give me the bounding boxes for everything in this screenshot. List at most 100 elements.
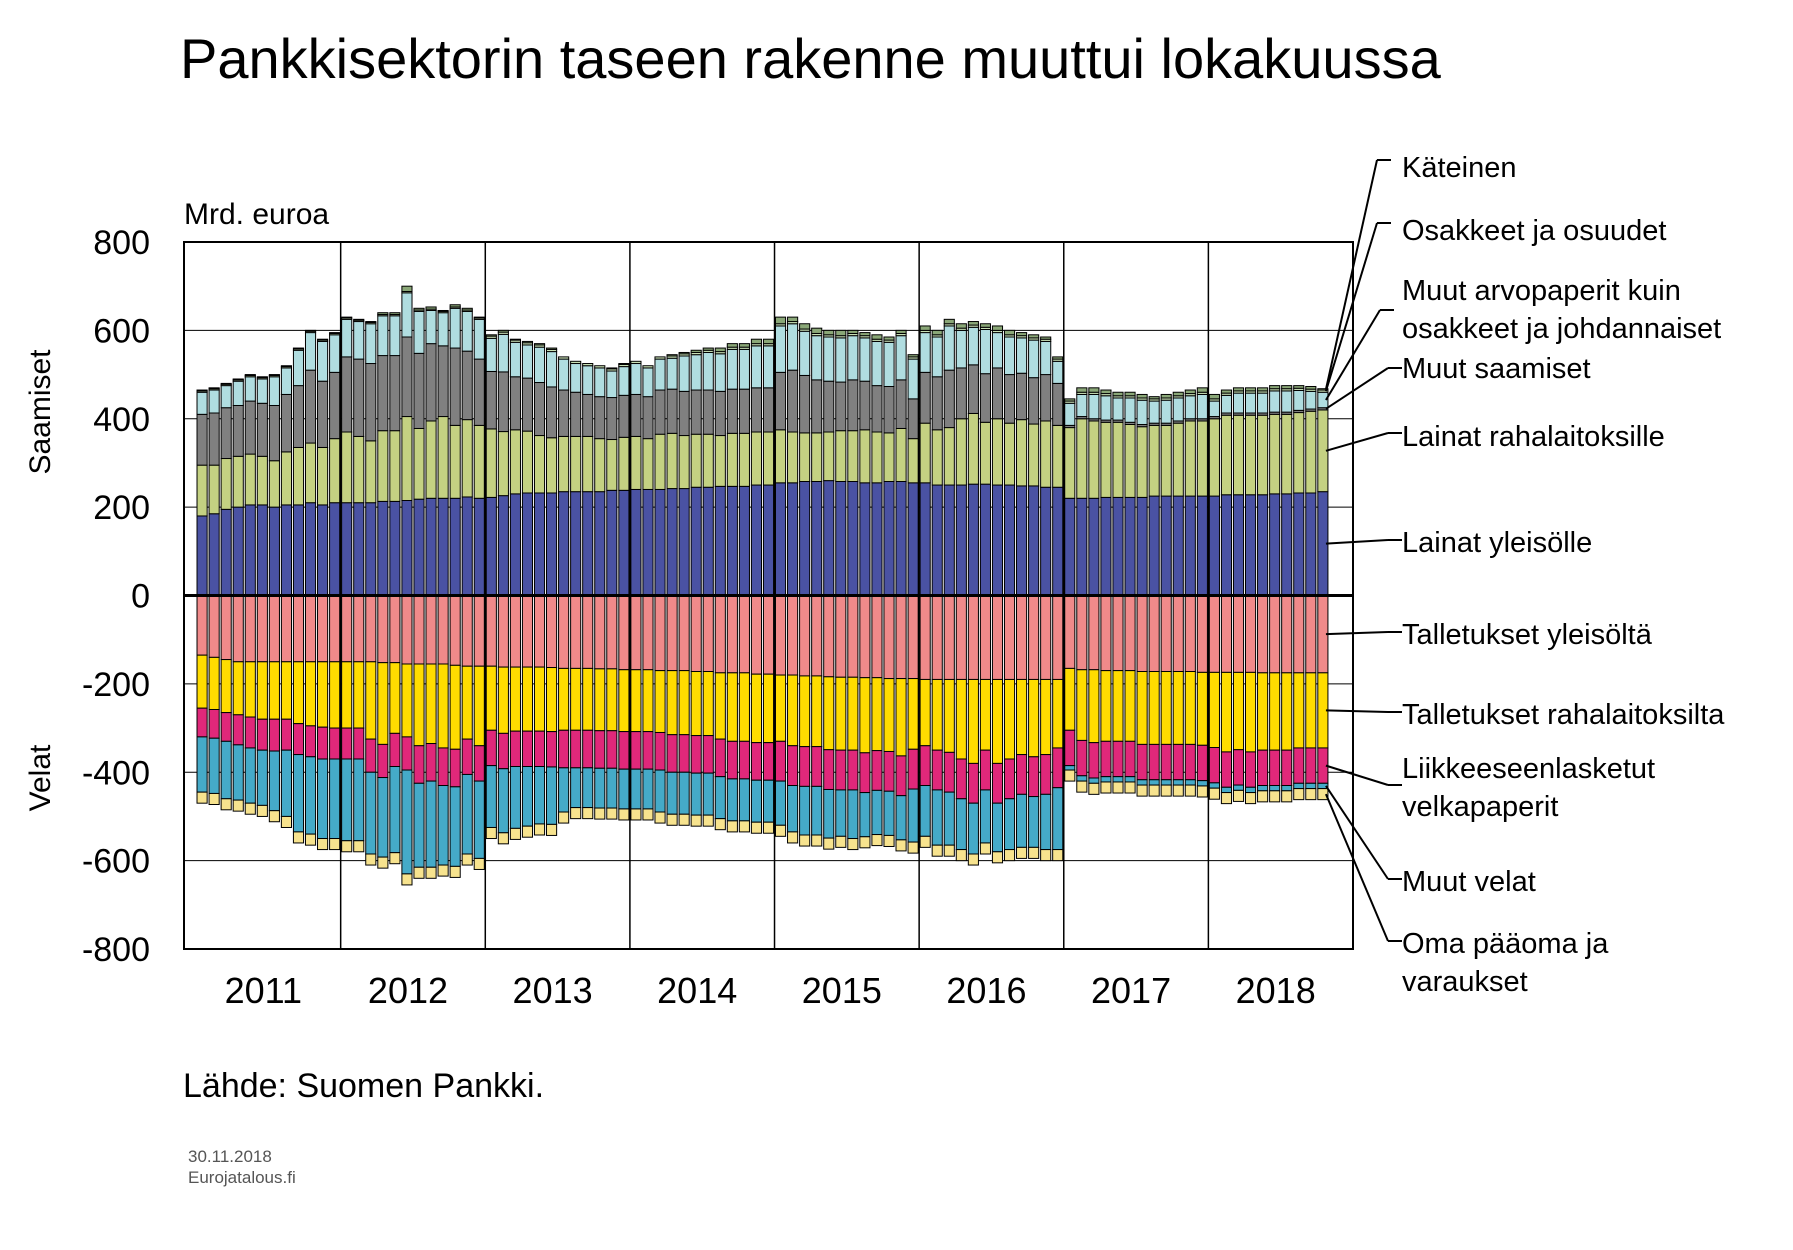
bar-segment-muut-saamiset (244, 400, 256, 455)
bar-segment-liikkeeseenlasketut-velkapaperit (979, 749, 991, 791)
bar-segment-muut-arvopaperit-kuin-osakkeet-ja-johdannaiset (256, 378, 268, 404)
bar-segment-oma-p-oma-ja-varaukset (762, 821, 775, 834)
bar-segment-muut-saamiset (509, 376, 521, 431)
bar-segment-muut-arvopaperit-kuin-osakkeet-ja-johdannaiset (979, 328, 991, 375)
bar-segment-lainat-rahalaitoksille (196, 464, 208, 517)
bar-segment-talletukset-yleis-lt- (823, 595, 835, 678)
bar-segment-talletukset-yleis-lt- (1293, 595, 1305, 674)
bar-segment-oma-p-oma-ja-varaukset (1028, 846, 1040, 859)
bar-segment-k-teinen (774, 316, 787, 325)
bar-segment-lainat-yleis-lle (1052, 486, 1064, 597)
bar-segment-talletukset-yleis-lt- (268, 595, 280, 663)
bar-segment-oma-p-oma-ja-varaukset (449, 865, 461, 878)
bar-segment-muut-velat (353, 758, 365, 842)
bar-segment-talletukset-rahalaitoksilta (630, 669, 642, 733)
bar-segment-muut-arvopaperit-kuin-osakkeet-ja-johdannaiset (666, 357, 678, 390)
bar-segment-lainat-rahalaitoksille (1293, 412, 1305, 494)
bar-segment-k-teinen (521, 340, 534, 344)
bar-segment-liikkeeseenlasketut-velkapaperit (943, 751, 955, 793)
bar-segment-lainat-yleis-lle (642, 488, 654, 597)
bar-segment-talletukset-rahalaitoksilta (268, 661, 280, 720)
bar-segment-lainat-rahalaitoksille (1088, 420, 1100, 499)
bar-segment-k-teinen (1016, 332, 1028, 337)
bar-segment-oma-p-oma-ja-varaukset (425, 866, 437, 879)
bar-segment-muut-arvopaperit-kuin-osakkeet-ja-johdannaiset (353, 321, 365, 360)
bar-segment-lainat-rahalaitoksille (1076, 418, 1088, 499)
bar-segment-liikkeeseenlasketut-velkapaperit (1112, 740, 1124, 778)
bar-segment-oma-p-oma-ja-varaukset (329, 838, 341, 851)
bar-segment-talletukset-yleis-lt- (1184, 595, 1196, 673)
legend-label-osakkeet: Osakkeet ja osuudet (1402, 215, 1666, 247)
bar-segment-lainat-rahalaitoksille (232, 455, 244, 508)
bar-segment-k-teinen (1148, 396, 1160, 400)
bar-segment-talletukset-yleis-lt- (883, 595, 895, 680)
bar-segment-lainat-yleis-lle (1124, 496, 1136, 596)
bar-segment-talletukset-yleis-lt- (1281, 595, 1293, 674)
bar-segment-liikkeeseenlasketut-velkapaperit (967, 762, 979, 804)
bar-segment-lainat-rahalaitoksille (1232, 414, 1245, 496)
bar-segment-lainat-rahalaitoksille (449, 424, 461, 499)
bar-segment-oma-p-oma-ja-varaukset (1196, 785, 1208, 798)
bar-segment-oma-p-oma-ja-varaukset (196, 791, 208, 804)
bar-segment-muut-saamiset (292, 385, 305, 448)
bar-segment-k-teinen (1040, 336, 1052, 340)
bar-segment-lainat-yleis-lle (449, 497, 461, 597)
bar-segment-k-teinen (377, 312, 389, 315)
bar-segment-k-teinen (1076, 387, 1088, 393)
bar-segment-muut-arvopaperit-kuin-osakkeet-ja-johdannaiset (413, 310, 425, 354)
bar-segment-liikkeeseenlasketut-velkapaperit (931, 749, 943, 791)
bar-segment-lainat-rahalaitoksille (1160, 424, 1172, 497)
bar-segment-muut-saamiset (558, 389, 570, 437)
bar-segment-muut-arvopaperit-kuin-osakkeet-ja-johdannaiset (220, 385, 232, 409)
bar-segment-oma-p-oma-ja-varaukset (582, 807, 594, 820)
bar-segment-liikkeeseenlasketut-velkapaperit (847, 749, 859, 791)
bar-segment-muut-velat (1232, 784, 1245, 791)
legend-label-muut-arvopaperit: osakkeet ja johdannaiset (1402, 313, 1721, 345)
bar-segment-muut-arvopaperit-kuin-osakkeet-ja-johdannaiset (533, 346, 546, 384)
bar-segment-muut-saamiset (582, 393, 594, 437)
bar-segment-muut-saamiset (497, 371, 509, 433)
bar-segment-k-teinen (1196, 387, 1208, 393)
bar-segment-liikkeeseenlasketut-velkapaperit (787, 745, 799, 787)
bar-segment-oma-p-oma-ja-varaukset (799, 834, 811, 847)
bar-segment-talletukset-yleis-lt- (1076, 595, 1088, 671)
bar-segment-liikkeeseenlasketut-velkapaperit (702, 735, 714, 774)
bar-segment-muut-saamiset (774, 371, 787, 431)
bar-segment-oma-p-oma-ja-varaukset (304, 833, 317, 846)
bar-segment-talletukset-yleis-lt- (389, 595, 401, 664)
x-tick-label: 2011 (225, 970, 302, 1011)
bar-segment-talletukset-yleis-lt- (1196, 595, 1208, 673)
bar-segment-k-teinen (256, 376, 268, 379)
bar-segment-liikkeeseenlasketut-velkapaperit (497, 732, 509, 770)
bar-segment-talletukset-rahalaitoksilta (762, 673, 775, 744)
bar-segment-talletukset-yleis-lt- (365, 595, 377, 663)
y-axis-ticks: 800 600 400 200 0 -200 -400 -600 -800 (82, 224, 150, 969)
bar-segment-oma-p-oma-ja-varaukset (208, 792, 220, 806)
footer-date: 30.11.2018 (188, 1147, 272, 1166)
bar-segment-oma-p-oma-ja-varaukset (1232, 789, 1245, 802)
bar-segment-oma-p-oma-ja-varaukset (678, 813, 690, 826)
bar-segment-liikkeeseenlasketut-velkapaperit (606, 730, 618, 769)
bar-segment-k-teinen (1208, 393, 1220, 400)
bar-segment-muut-saamiset (955, 367, 967, 420)
bar-segment-muut-saamiset (425, 343, 437, 422)
bar-segment-oma-p-oma-ja-varaukset (823, 837, 835, 850)
bar-segment-muut-velat (919, 785, 931, 837)
bar-segment-talletukset-yleis-lt- (473, 595, 485, 667)
bar-segment-talletukset-yleis-lt- (558, 595, 570, 669)
bar-segment-talletukset-yleis-lt- (1245, 595, 1257, 673)
bar-segment-oma-p-oma-ja-varaukset (1136, 784, 1148, 797)
bar-segment-muut-velat (558, 767, 570, 813)
bar-segment-muut-arvopaperit-kuin-osakkeet-ja-johdannaiset (485, 337, 497, 372)
bar-segment-talletukset-yleis-lt- (256, 595, 268, 663)
bar-segment-muut-arvopaperit-kuin-osakkeet-ja-johdannaiset (365, 323, 377, 365)
bar-segment-talletukset-rahalaitoksilta (558, 667, 570, 731)
bar-segment-liikkeeseenlasketut-velkapaperit (268, 718, 280, 752)
bar-segment-talletukset-rahalaitoksilta (1293, 672, 1305, 749)
bar-segment-talletukset-yleis-lt- (787, 595, 799, 676)
bar-segment-muut-velat (1305, 782, 1317, 790)
bar-segment-lainat-rahalaitoksille (762, 431, 775, 486)
bar-segment-talletukset-rahalaitoksilta (919, 678, 931, 747)
bar-segment-k-teinen (738, 343, 750, 348)
bar-segment-talletukset-yleis-lt- (1208, 595, 1220, 673)
